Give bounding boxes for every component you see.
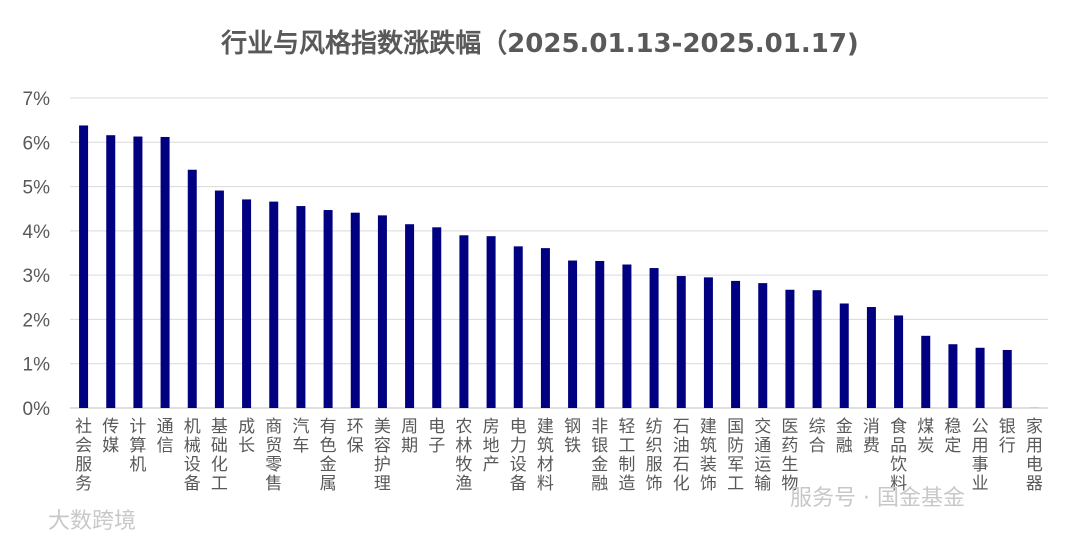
y-tick-label: 7%: [23, 89, 51, 110]
bar: [540, 248, 550, 408]
bar: [975, 347, 985, 408]
bar: [595, 260, 605, 408]
x-tick-label: 银行: [999, 417, 1016, 456]
x-tick-label: 社会服务: [75, 417, 92, 494]
y-tick-label: 6%: [23, 133, 51, 154]
bar: [785, 289, 795, 408]
x-tick-label: 美容护理: [374, 417, 391, 494]
bar: [866, 307, 876, 408]
bar: [242, 199, 252, 408]
bar: [513, 246, 523, 408]
bar: [269, 201, 279, 408]
y-axis-ticks: 0% 1% 2% 3% 4% 5% 6% 7%: [23, 89, 51, 420]
y-tick-label: 0%: [23, 399, 51, 420]
x-tick-label: 金融: [836, 417, 853, 456]
bar: [758, 283, 768, 408]
x-tick-label: 电子: [428, 417, 445, 456]
bars: [79, 125, 1039, 408]
bar: [377, 215, 387, 408]
bar: [812, 290, 822, 408]
bar: [839, 303, 849, 408]
x-tick-label: 公用事业: [972, 417, 989, 494]
bar: [106, 135, 116, 408]
x-tick-label: 建筑材料: [537, 417, 554, 494]
x-tick-label: 有色金属: [320, 417, 337, 494]
bar: [187, 169, 197, 408]
bar: [405, 224, 415, 408]
y-tick-label: 1%: [23, 355, 51, 376]
bar: [731, 280, 741, 408]
x-tick-label: 汽车: [292, 417, 309, 456]
x-tick-label: 医药生物: [781, 417, 798, 494]
x-tick-label: 房地产: [483, 417, 500, 475]
bar: [649, 268, 659, 408]
bar: [622, 264, 632, 408]
x-tick-label: 钢铁: [564, 417, 581, 456]
x-tick-label: 轻工制造: [618, 417, 635, 494]
bar: [894, 315, 904, 408]
watermark-right: 服务号 · 国金基金: [790, 486, 965, 511]
bar: [296, 206, 306, 408]
x-tick-label: 纺织服饰: [646, 417, 663, 494]
x-tick-label: 商贸零售: [265, 417, 282, 494]
x-tick-label: 传媒: [102, 417, 119, 456]
x-tick-label: 综合: [809, 417, 826, 456]
x-tick-label: 成长: [238, 417, 255, 456]
x-tick-label: 国防军工: [727, 417, 744, 494]
bar: [214, 190, 224, 408]
bar: [1002, 349, 1012, 408]
x-tick-label: 周期: [401, 417, 418, 456]
bar: [486, 236, 496, 408]
gridlines: [70, 97, 1048, 409]
y-tick-label: 2%: [23, 310, 51, 331]
bar: [160, 136, 170, 408]
x-tick-label: 消费: [863, 417, 880, 456]
y-tick-label: 3%: [23, 266, 51, 287]
x-tick-label: 稳定: [944, 417, 961, 456]
bar: [948, 344, 958, 408]
x-tick-label: 农林牧渔: [455, 417, 472, 494]
chart-title: 行业与风格指数涨跌幅（2025.01.13-2025.01.17): [220, 28, 859, 59]
y-tick-label: 5%: [23, 178, 51, 199]
x-tick-label: 计算机: [129, 417, 146, 475]
bar: [459, 235, 469, 408]
bar: [350, 212, 360, 408]
bar: [79, 125, 89, 408]
bar: [568, 260, 578, 408]
x-axis-ticks: 社会服务传媒计算机通信机械设备基础化工成长商贸零售汽车有色金属环保美容护理周期电…: [75, 417, 1043, 494]
bar: [133, 136, 143, 408]
x-tick-label: 通信: [157, 417, 174, 456]
bar: [323, 210, 333, 408]
x-tick-label: 环保: [347, 417, 364, 456]
watermark-left: 大数跨境: [48, 509, 136, 534]
x-tick-label: 煤炭: [917, 417, 934, 456]
x-tick-label: 基础化工: [211, 417, 228, 494]
y-tick-label: 4%: [23, 222, 51, 243]
x-tick-label: 机械设备: [184, 417, 201, 494]
bar: [676, 276, 686, 408]
x-tick-label: 食品饮料: [890, 417, 907, 494]
x-tick-label: 家用电器: [1026, 417, 1043, 494]
x-tick-label: 建筑装饰: [700, 417, 717, 494]
x-tick-label: 非银金融: [591, 417, 608, 494]
x-tick-label: 交通运输: [754, 417, 771, 494]
bar: [1029, 407, 1039, 408]
bar: [703, 277, 713, 408]
x-tick-label: 石油石化: [673, 417, 690, 494]
bar: [921, 335, 931, 408]
bar: [432, 227, 442, 408]
x-tick-label: 电力设备: [510, 417, 527, 494]
